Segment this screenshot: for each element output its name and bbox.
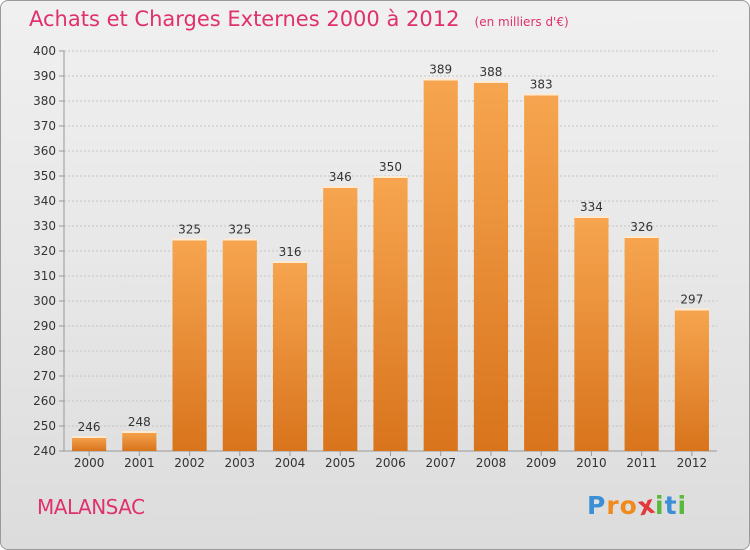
proxiti-logo[interactable]: Proxiti: [587, 490, 688, 522]
y-tick-label-270: 270: [33, 369, 56, 383]
y-tick-label-300: 300: [33, 294, 56, 308]
y-tick-label-250: 250: [33, 419, 56, 433]
bar-2001: [122, 431, 157, 451]
x-tick-label-2011: 2011: [626, 456, 657, 470]
y-tick-label-240: 240: [33, 444, 56, 458]
value-label-2000: 246: [78, 420, 101, 434]
bar-2004: [272, 261, 308, 451]
bar-highlight-2005: [323, 186, 358, 188]
x-tick-label-2012: 2012: [677, 456, 708, 470]
y-tick-label-340: 340: [33, 194, 56, 208]
y-tick-label-330: 330: [33, 219, 56, 233]
value-label-2007: 389: [429, 63, 452, 77]
x-tick-label-2003: 2003: [225, 456, 256, 470]
x-tick-label-2010: 2010: [576, 456, 607, 470]
value-label-2004: 316: [279, 245, 302, 259]
bar-2011: [624, 236, 659, 451]
bars-layer: [72, 78, 709, 451]
bar-highlight-2011: [624, 236, 659, 238]
bar-highlight-2003: [222, 238, 257, 241]
y-tick-label-280: 280: [33, 344, 56, 358]
labels-layer: 240 250 260 270 280 290 300 310 320 330 340 350 360 3…: [33, 44, 707, 470]
bar-2009: [524, 93, 559, 451]
bar-highlight-2000: [72, 436, 107, 438]
chart-unit: (en milliers d'€): [474, 15, 569, 29]
bar-2008: [473, 81, 509, 451]
bar-highlight-2007: [423, 78, 458, 81]
value-label-2002: 325: [178, 223, 201, 237]
value-label-2001: 248: [128, 415, 151, 429]
x-tick-label-2008: 2008: [476, 456, 507, 470]
bar-highlight-2001: [122, 431, 157, 433]
x-tick-label-2007: 2007: [425, 456, 456, 470]
bar-2010: [574, 216, 609, 451]
bar-2000: [72, 436, 107, 451]
x-tick-label-2004: 2004: [275, 456, 306, 470]
bar-2002: [172, 238, 207, 451]
value-label-2010: 334: [580, 200, 603, 214]
bar-highlight-2009: [524, 93, 559, 96]
bar-2005: [323, 186, 358, 451]
bar-highlight-2004: [272, 261, 308, 263]
x-tick-label-2000: 2000: [74, 456, 105, 470]
bar-highlight-2010: [574, 216, 609, 218]
x-tick-label-2001: 2001: [124, 456, 155, 470]
bar-2012: [674, 308, 709, 451]
title-row: Achats et Charges Externes 2000 à 2012 (…: [29, 7, 569, 31]
chart-title: Achats et Charges Externes 2000 à 2012: [29, 7, 460, 31]
x-tick-label-2005: 2005: [325, 456, 356, 470]
x-tick-label-2002: 2002: [174, 456, 205, 470]
logo-letter: o: [619, 491, 638, 520]
logo-letter: P: [587, 491, 607, 520]
value-label-2012: 297: [680, 293, 703, 307]
bar-highlight-2008: [473, 81, 509, 83]
y-tick-label-350: 350: [33, 169, 56, 183]
y-tick-label-320: 320: [33, 244, 56, 258]
bar-highlight-2006: [373, 176, 408, 178]
logo-letter: i: [655, 491, 665, 520]
value-label-2006: 350: [379, 160, 402, 174]
value-label-2009: 383: [530, 78, 553, 92]
x-tick-label-2009: 2009: [526, 456, 557, 470]
logo-letter: r: [606, 491, 620, 520]
bar-2007: [423, 78, 458, 451]
y-tick-label-310: 310: [33, 269, 56, 283]
y-tick-label-360: 360: [33, 144, 56, 158]
bar-2003: [222, 238, 257, 451]
bar-highlight-2002: [172, 238, 207, 241]
y-tick-label-380: 380: [33, 94, 56, 108]
commune-name: MALANSAC: [37, 495, 145, 519]
y-tick-label-370: 370: [33, 119, 56, 133]
x-tick-label-2006: 2006: [375, 456, 406, 470]
logo-letter: i: [677, 491, 688, 520]
value-label-2003: 325: [228, 223, 251, 237]
y-tick-label-390: 390: [33, 69, 56, 83]
y-tick-label-400: 400: [33, 44, 56, 58]
logo-letter: t: [664, 491, 678, 520]
value-label-2008: 388: [480, 65, 503, 79]
y-tick-label-290: 290: [33, 319, 56, 333]
value-label-2011: 326: [630, 220, 653, 234]
value-label-2005: 346: [329, 170, 352, 184]
bar-2006: [373, 176, 408, 451]
y-tick-label-260: 260: [33, 394, 56, 408]
bar-highlight-2012: [674, 308, 709, 311]
